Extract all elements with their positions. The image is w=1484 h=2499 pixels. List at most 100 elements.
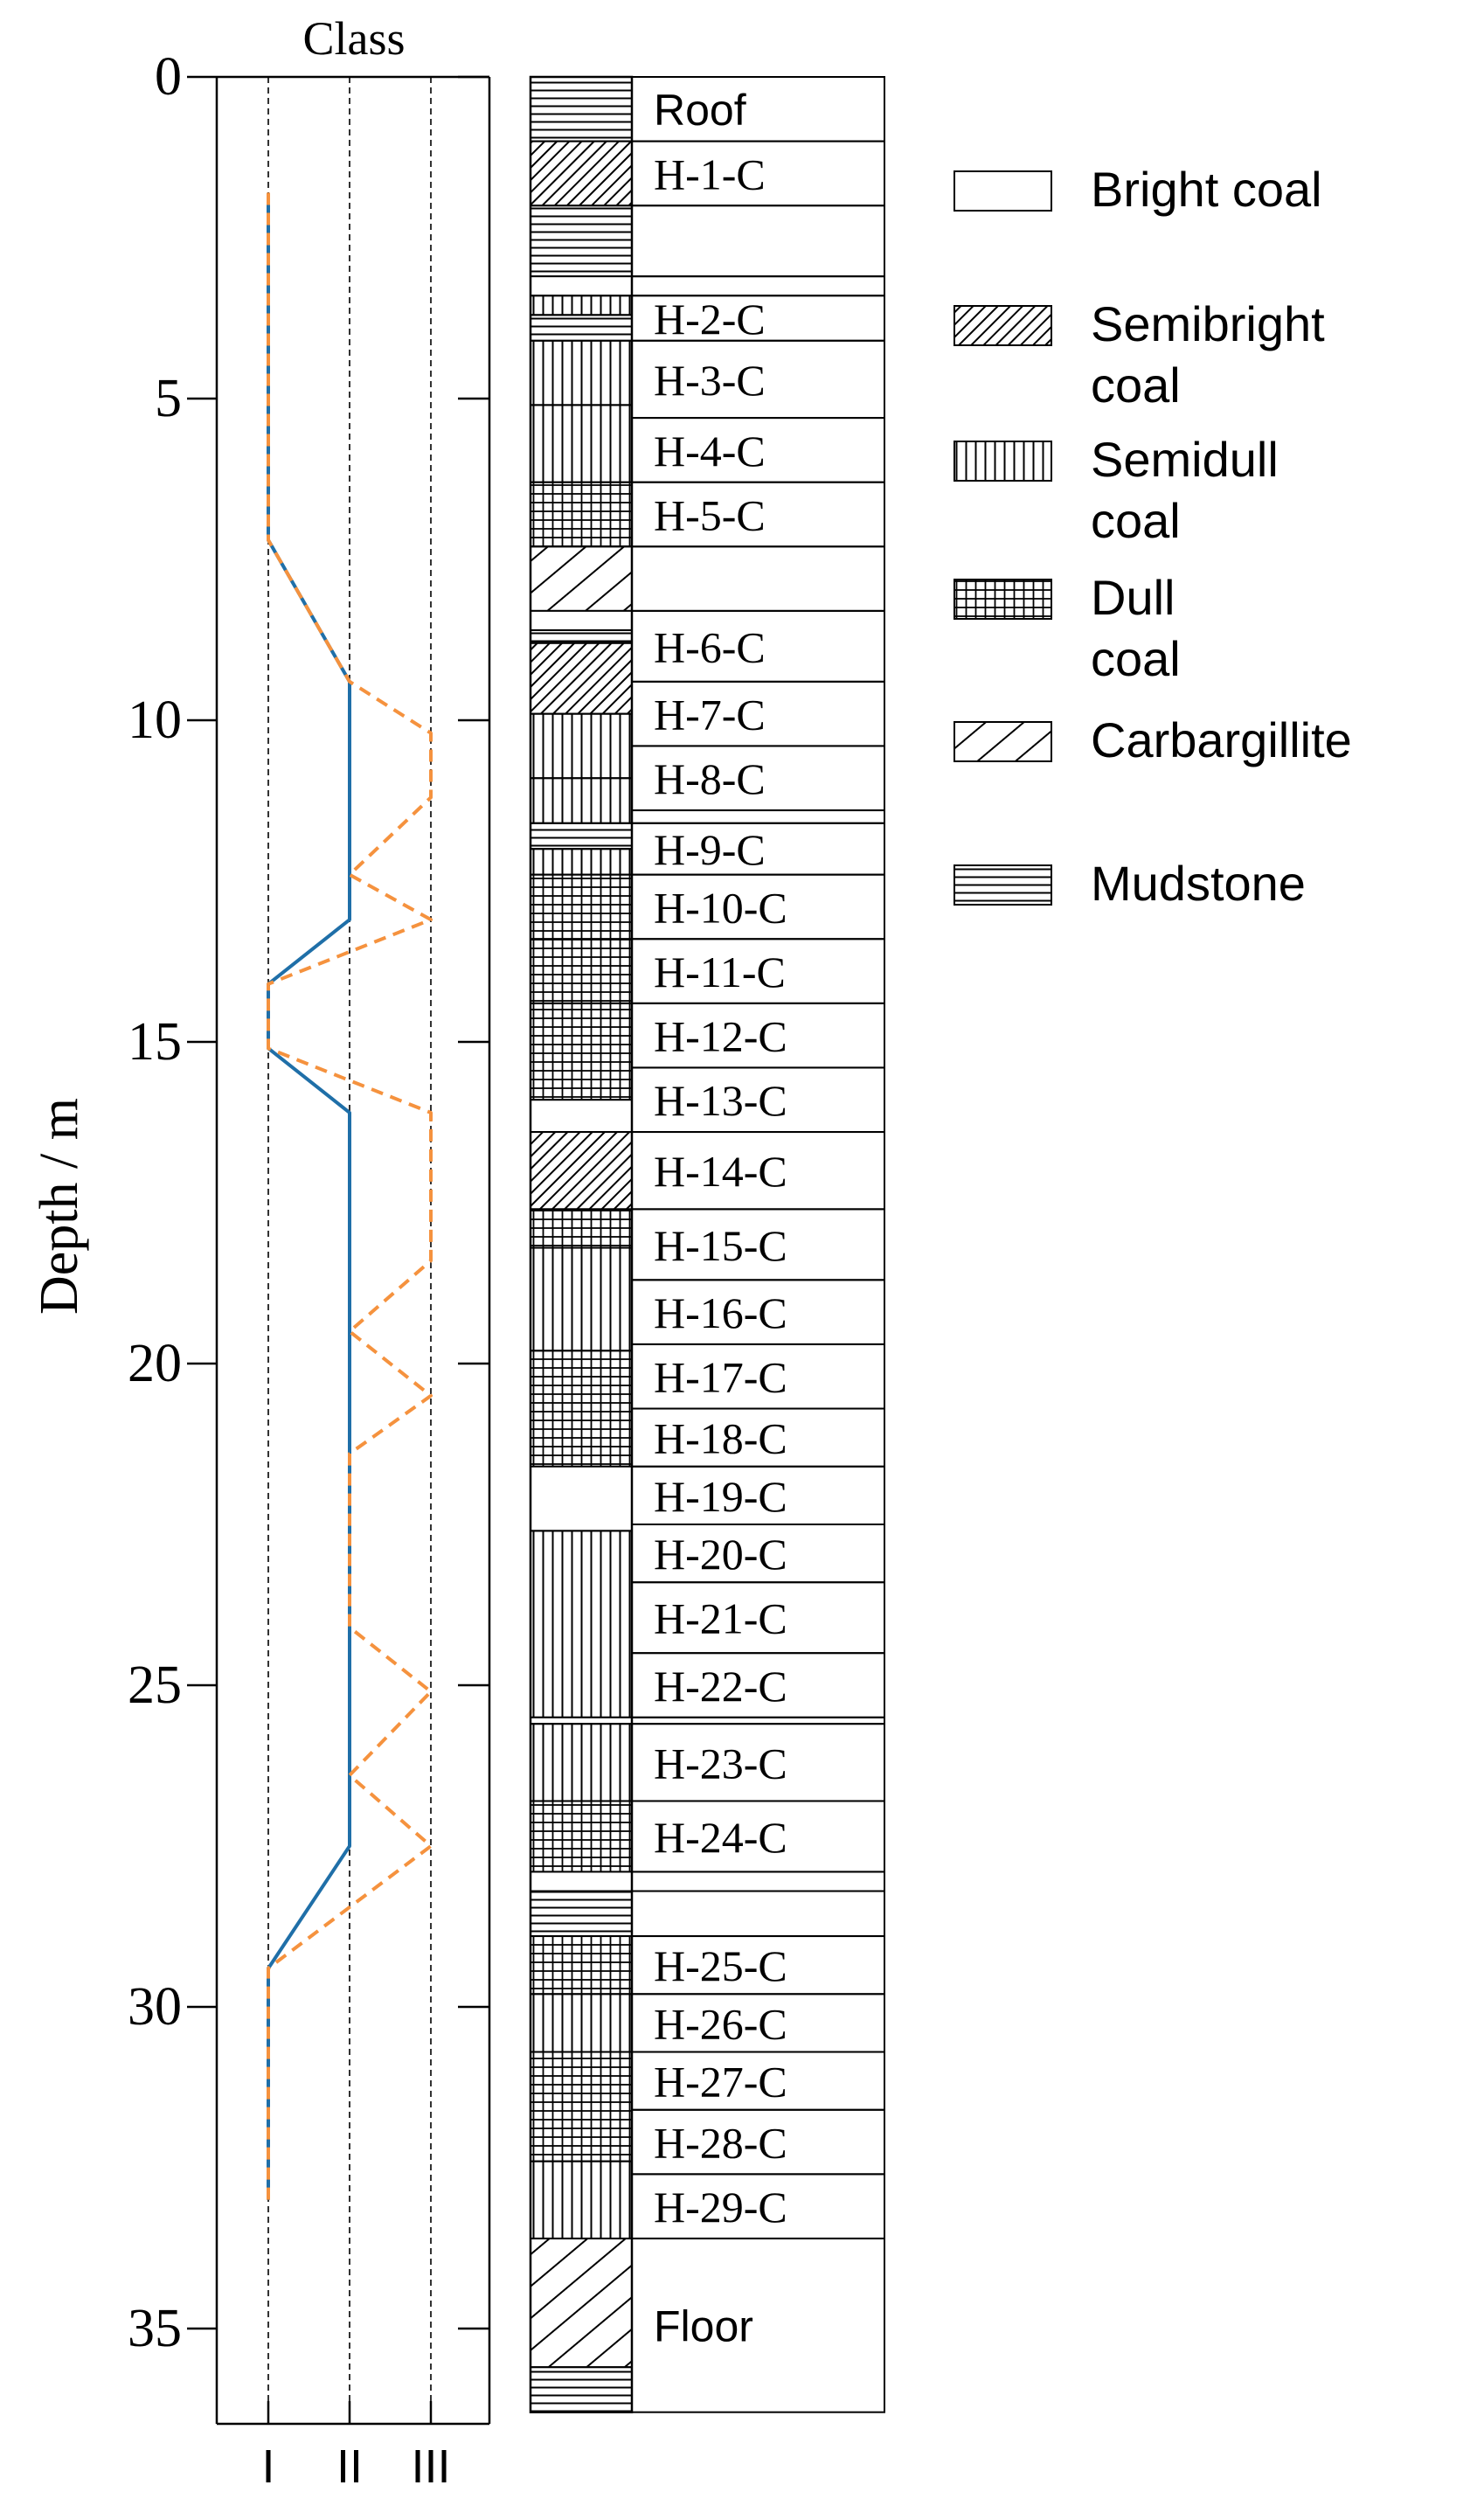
legend-label-carbargillite: Carbargillite xyxy=(1091,712,1352,767)
column-layer-bright xyxy=(530,275,633,297)
column-label-H-28-C: H-28-C xyxy=(654,2119,787,2168)
depth-tick-label-0: 0 xyxy=(155,47,182,107)
column-label-H-22-C: H-22-C xyxy=(654,1662,787,1711)
depth-tick-label-20: 20 xyxy=(128,1334,182,1393)
class-axis-ticks: I II III xyxy=(261,2401,451,2493)
column-label-H-25-C: H-25-C xyxy=(654,1941,787,1990)
column-layer-dull xyxy=(530,481,633,548)
column-label-H-20-C: H-20-C xyxy=(654,1530,787,1579)
column-layer-dull xyxy=(530,1002,633,1101)
column-layer-bright xyxy=(530,609,633,631)
column-label-H-17-C: H-17-C xyxy=(654,1353,787,1402)
plot-frame xyxy=(215,75,491,2426)
class-axis-title: Class xyxy=(302,12,405,65)
column-layer-dull xyxy=(530,938,633,1004)
legend-swatch-carbargillite xyxy=(954,721,1052,762)
column-label-H-19-C: H-19-C xyxy=(654,1472,787,1521)
column-layer-bright xyxy=(530,1716,633,1725)
column-layer-bright xyxy=(530,1871,633,1892)
column-label-cell xyxy=(631,1890,885,1938)
solid-series-line xyxy=(267,192,351,2200)
column-label-cell xyxy=(631,545,885,612)
depth-tick-label-35: 35 xyxy=(128,2299,182,2358)
legend-swatch-semidull xyxy=(954,441,1052,482)
column-label-H-6-C: H-6-C xyxy=(654,622,766,671)
column-layer-dull xyxy=(530,1935,633,1996)
stratigraphic-column xyxy=(529,75,634,2413)
legend-label-bright: Bright coal xyxy=(1091,162,1322,217)
column-label-H-3-C: H-3-C xyxy=(654,356,766,405)
depth-tick-label-25: 25 xyxy=(128,1656,182,1715)
column-label-H-13-C: H-13-C xyxy=(654,1076,787,1125)
column-layer-semidull xyxy=(530,1530,633,1718)
column-layer-bright xyxy=(530,1099,633,1134)
column-layer-semidull xyxy=(530,2160,633,2239)
legend-swatch-bright xyxy=(954,170,1052,212)
class-tick-label-III: III xyxy=(411,2440,450,2493)
column-label-H-23-C: H-23-C xyxy=(654,1739,787,1787)
column-layer-carbargillite xyxy=(530,2237,633,2369)
column-layer-semidull xyxy=(530,1246,633,1352)
column-label-H-12-C: H-12-C xyxy=(654,1012,787,1061)
column-layer-semidull xyxy=(530,1993,633,2053)
column-label-H-29-C: H-29-C xyxy=(654,2183,787,2232)
column-layer-dull xyxy=(530,1350,633,1468)
depth-tick-label-15: 15 xyxy=(128,1012,182,1072)
column-label-cell xyxy=(631,1871,885,1892)
depth-tick-label-30: 30 xyxy=(128,1977,182,2037)
column-layer-dull xyxy=(530,1208,633,1249)
column-label-H-8-C: H-8-C xyxy=(654,754,766,803)
column-label-H-5-C: H-5-C xyxy=(654,490,766,539)
column-label-H-9-C: H-9-C xyxy=(654,825,766,874)
column-layer-mudstone xyxy=(530,2366,633,2413)
column-label-H-11-C: H-11-C xyxy=(654,948,786,996)
depth-tick-label-10: 10 xyxy=(128,691,182,750)
column-layer-semibright xyxy=(530,1131,633,1211)
column-label-H-27-C: H-27-C xyxy=(654,2058,787,2107)
depth-tick-label-5: 5 xyxy=(155,369,182,428)
column-label-H-24-C: H-24-C xyxy=(654,1813,787,1862)
column-layer-semidull xyxy=(530,339,633,406)
legend-label-semibright: coal xyxy=(1091,357,1181,413)
column-label-cell xyxy=(631,809,885,824)
column-layer-carbargillite xyxy=(530,545,633,612)
legend-label-mudstone: Mudstone xyxy=(1091,856,1306,911)
column-label-H-2-C: H-2-C xyxy=(654,295,766,344)
column-layer-mudstone xyxy=(530,314,633,342)
column-layer-dull xyxy=(530,873,633,941)
column-label-H-4-C: H-4-C xyxy=(654,427,766,476)
column-layer-mudstone xyxy=(530,205,633,278)
column-layer-semidull xyxy=(530,295,633,316)
legend-swatch-dull xyxy=(954,579,1052,620)
column-label-cell xyxy=(631,1716,885,1725)
depth-axis-ticks: 0 5 10 15 20 25 30 35 xyxy=(128,47,489,2358)
class-tick-label-II: II xyxy=(336,2440,363,2493)
column-label-H-14-C: H-14-C xyxy=(654,1147,787,1196)
legend-swatch-mudstone xyxy=(954,864,1052,906)
column-layer-semidull xyxy=(530,1723,633,1802)
column-layer-mudstone xyxy=(530,1890,633,1938)
column-label-H-26-C: H-26-C xyxy=(654,1999,787,2048)
legend-label-semidull: coal xyxy=(1091,493,1181,548)
column-layer-semidull xyxy=(530,712,633,780)
column-label-cell xyxy=(631,205,885,278)
column-label-H-21-C: H-21-C xyxy=(654,1594,787,1643)
legend-label-dull: coal xyxy=(1091,631,1181,686)
column-layer-mudstone xyxy=(530,628,633,644)
column-label-H-10-C: H-10-C xyxy=(654,883,787,932)
legend-swatch-semibright xyxy=(954,305,1052,346)
column-label-cell xyxy=(631,275,885,297)
depth-axis-title-text: Depth / m xyxy=(30,1098,89,1315)
column-layer-semidull xyxy=(530,848,633,876)
column-layer-bright xyxy=(530,1465,633,1532)
column-label-Floor: Floor xyxy=(654,2301,753,2350)
column-layer-semibright xyxy=(530,642,633,715)
legend-label-semidull: Semidull xyxy=(1091,432,1279,487)
column-label-cell xyxy=(631,2237,885,2413)
legend-label-semibright: Semibright xyxy=(1091,296,1325,351)
column-layer-dull xyxy=(530,1800,633,1873)
column-layer-mudstone xyxy=(530,76,633,142)
column-layer-mudstone xyxy=(530,822,633,850)
column-label-Roof: Roof xyxy=(654,86,746,135)
